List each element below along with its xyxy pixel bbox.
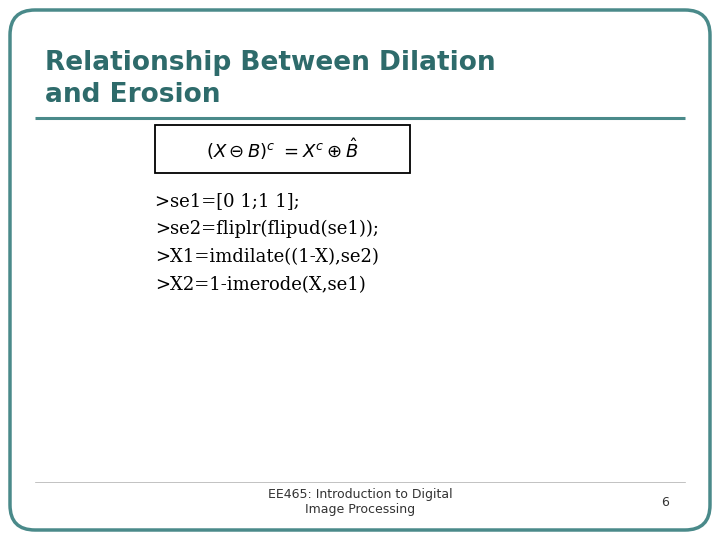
Text: >se1=[0 1;1 1];: >se1=[0 1;1 1]; [155, 192, 300, 210]
Text: >X1=imdilate((1-X),se2): >X1=imdilate((1-X),se2) [155, 248, 379, 266]
Text: EE465: Introduction to Digital
Image Processing: EE465: Introduction to Digital Image Pro… [268, 488, 452, 516]
FancyBboxPatch shape [10, 10, 710, 530]
Text: >X2=1-imerode(X,se1): >X2=1-imerode(X,se1) [155, 276, 366, 294]
Text: 6: 6 [661, 496, 669, 509]
FancyBboxPatch shape [155, 125, 410, 173]
Text: and Erosion: and Erosion [45, 82, 220, 108]
Text: $(X\ominus B)^c\ =X^c\oplus\hat{B}$: $(X\ominus B)^c\ =X^c\oplus\hat{B}$ [206, 136, 359, 162]
Text: >se2=fliplr(flipud(se1));: >se2=fliplr(flipud(se1)); [155, 220, 379, 238]
Text: Relationship Between Dilation: Relationship Between Dilation [45, 50, 495, 76]
